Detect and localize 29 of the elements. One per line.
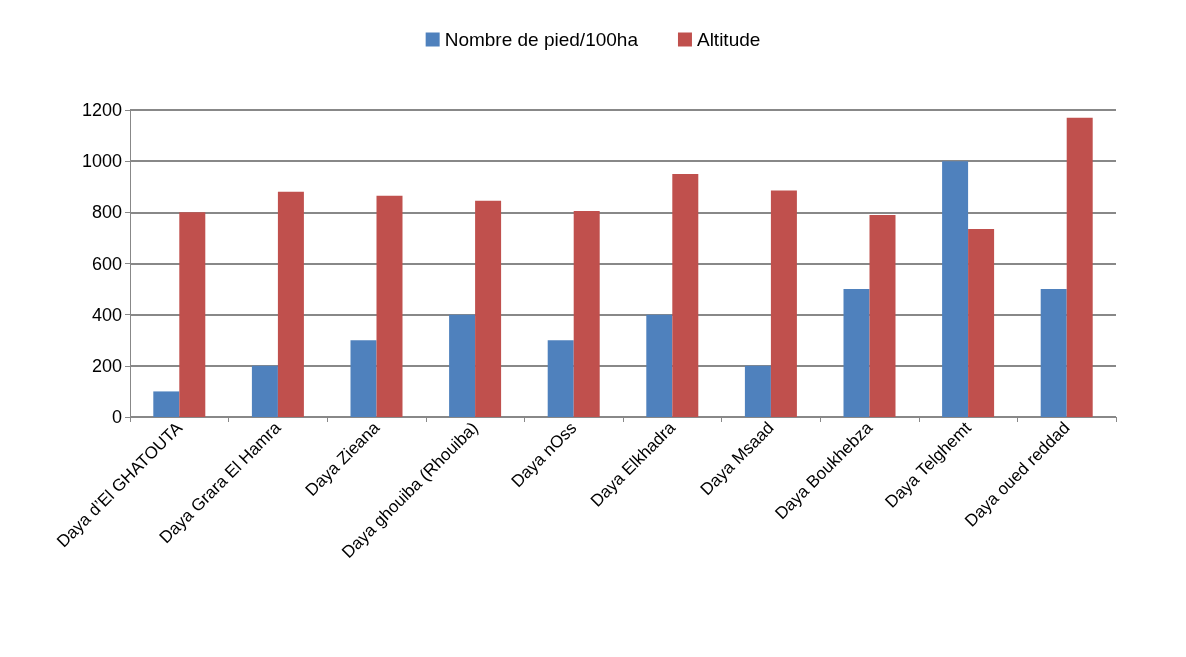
bar <box>350 340 377 417</box>
bar <box>153 391 180 417</box>
y-tick-label: 800 <box>91 202 122 223</box>
bar <box>942 161 969 417</box>
bar <box>547 340 574 417</box>
bar <box>646 314 673 417</box>
bar <box>1040 289 1067 417</box>
bar <box>672 173 699 417</box>
bar <box>179 212 206 417</box>
bar <box>770 190 797 417</box>
y-tick-label: 200 <box>91 355 122 376</box>
bar <box>449 314 476 417</box>
y-tick-label: 1200 <box>81 100 122 120</box>
bar <box>573 211 600 417</box>
legend-label: Nombre de pied/100ha <box>444 29 639 50</box>
bar <box>744 365 771 417</box>
bar <box>968 228 995 417</box>
y-tick-label: 400 <box>91 304 122 325</box>
y-tick-label: 1000 <box>81 151 122 172</box>
legend-label: Altitude <box>696 29 761 50</box>
bar <box>251 365 278 417</box>
bar <box>1066 117 1093 417</box>
bar <box>277 191 304 417</box>
y-tick-label: 600 <box>91 253 122 274</box>
y-tick-label: 0 <box>111 407 122 427</box>
bar <box>869 214 896 417</box>
bar <box>843 289 870 417</box>
bar <box>475 200 502 417</box>
bar <box>376 195 403 417</box>
